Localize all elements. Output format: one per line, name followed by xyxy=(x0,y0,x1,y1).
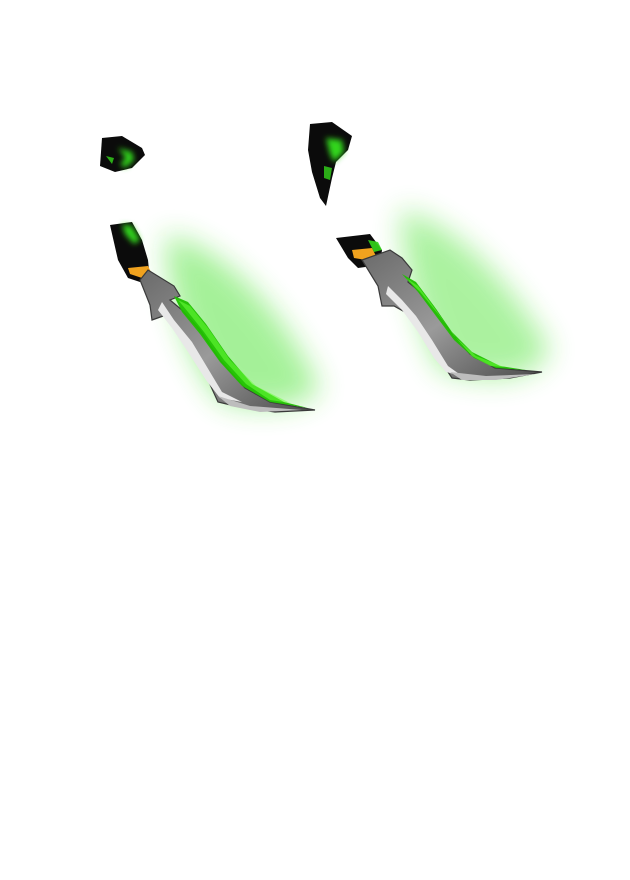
blade-sprite-right xyxy=(290,110,590,440)
hilt-cap xyxy=(308,122,352,206)
blade-body xyxy=(361,249,543,381)
blade-body xyxy=(139,269,316,413)
blade-svg-left xyxy=(100,136,320,413)
hilt-cap xyxy=(100,136,145,172)
blade-svg-right xyxy=(308,122,550,381)
blade-sprite-left xyxy=(70,110,370,440)
